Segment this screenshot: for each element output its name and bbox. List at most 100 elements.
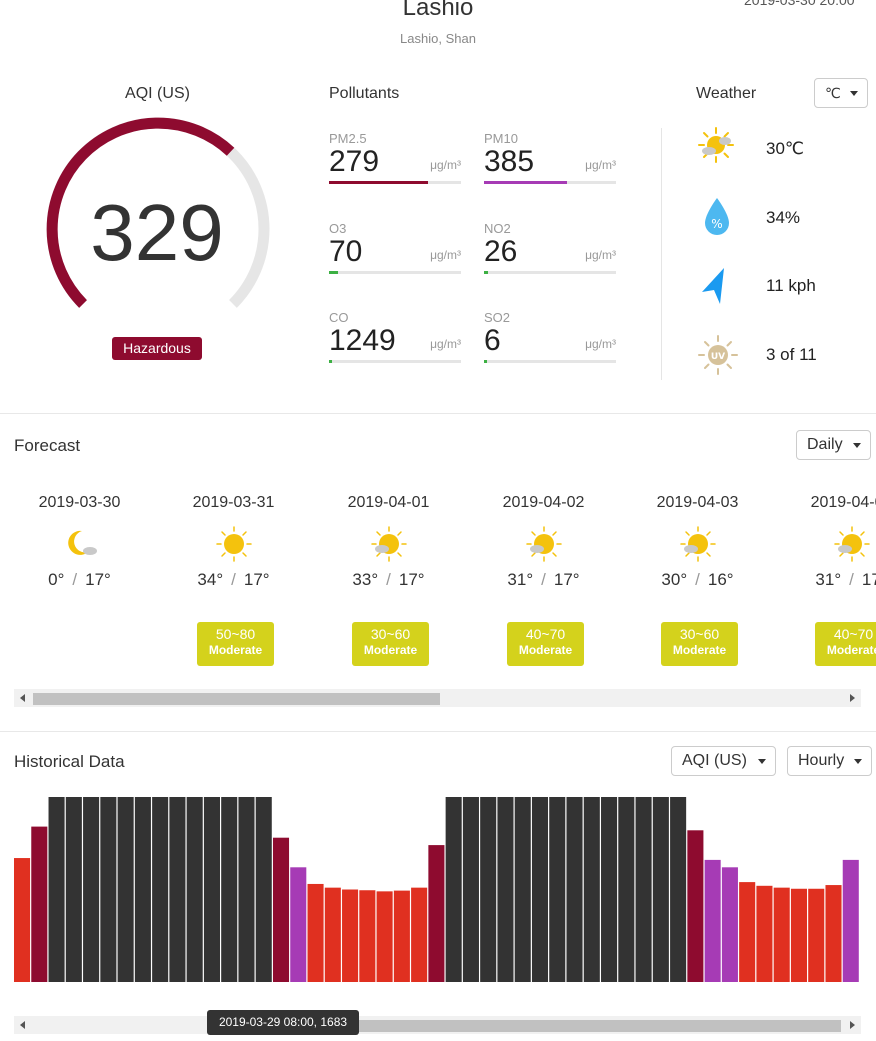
pollutant-value: 6 (484, 324, 501, 357)
pollutant-name: NO2 (484, 221, 511, 236)
forecast-scroll-thumb[interactable] (33, 693, 440, 705)
wind-direction-icon (702, 268, 724, 304)
chart-bar[interactable] (65, 797, 82, 982)
forecast-date: 2019-03-30 (38, 494, 121, 511)
pollutant-pm10: PM10 385 μg/m³ (484, 131, 616, 184)
partly-sunny-icon (370, 526, 407, 562)
chart-bar[interactable] (393, 890, 410, 982)
chart-bar[interactable] (497, 797, 514, 982)
forecast-high: 17° (398, 570, 425, 589)
chart-bar[interactable] (687, 830, 704, 982)
pollutant-bar-fill (329, 181, 428, 184)
forecast-temps: 33° / 17° (311, 570, 466, 590)
region-subtitle: Lashio, Shan (400, 31, 476, 46)
city-title: Lashio (402, 0, 474, 21)
forecast-temps: 0° / 17° (2, 570, 157, 590)
chart-bar[interactable] (169, 797, 186, 982)
chart-bar[interactable] (255, 797, 272, 982)
chart-bar[interactable] (428, 845, 445, 982)
chart-bar[interactable] (480, 797, 497, 982)
chart-bar[interactable] (808, 888, 825, 982)
chart-bar[interactable] (272, 837, 290, 982)
pollutant-bar-track (484, 271, 616, 274)
chart-bar[interactable] (514, 797, 531, 982)
chevron-down-icon (854, 759, 862, 764)
chart-bar[interactable] (739, 882, 756, 982)
chart-bar[interactable] (652, 797, 669, 982)
pollutant-name: SO2 (484, 310, 511, 325)
chart-bar[interactable] (601, 797, 618, 982)
pollutant-bar-fill (484, 181, 568, 184)
pollutant-name: PM2.5 (329, 131, 367, 146)
temp-separator: / (231, 570, 236, 589)
chart-bar[interactable] (445, 797, 462, 982)
moon-cloud-icon (67, 530, 97, 555)
pollutant-unit: μg/m³ (430, 248, 461, 262)
forecast-scrollbar[interactable] (14, 689, 861, 707)
chart-bar[interactable] (618, 797, 635, 982)
pollutant-unit: μg/m³ (585, 158, 616, 172)
chart-bar[interactable] (324, 887, 341, 982)
weather-label: Weather (696, 85, 757, 102)
chart-bar[interactable] (152, 797, 169, 982)
forecast-day: 2019-04-02 31° / 17° 40~70 Moderate (466, 494, 621, 666)
chart-bar[interactable] (186, 797, 203, 982)
chart-bar[interactable] (342, 889, 359, 983)
chart-bar[interactable] (134, 797, 151, 982)
historical-scroll-thumb[interactable] (354, 1020, 841, 1032)
partly-sunny-icon (525, 526, 562, 562)
chart-bar[interactable] (238, 797, 255, 982)
svg-text:%: % (711, 217, 722, 231)
chart-bar[interactable] (307, 883, 324, 982)
forecast-aqi-range: 50~80 (215, 626, 256, 642)
historical-bar-chart[interactable] (14, 797, 860, 982)
chart-bar[interactable] (825, 885, 842, 982)
chart-bar[interactable] (704, 859, 721, 982)
pollutant-bar-track (329, 360, 461, 363)
weather-humidity: 34% (766, 208, 801, 227)
historical-scrollbar[interactable] (14, 1016, 861, 1034)
temperature-unit-select[interactable]: ℃ (814, 78, 868, 108)
forecast-date: 2019-04-01 (347, 494, 430, 511)
chart-bar[interactable] (670, 797, 687, 982)
chart-bar[interactable] (203, 797, 220, 982)
chart-bar[interactable] (31, 826, 48, 982)
historical-metric-select[interactable]: AQI (US) (671, 746, 776, 776)
partly-sunny-icon (833, 526, 870, 562)
forecast-aqi-badge: 30~60 Moderate (661, 622, 738, 666)
chart-bar[interactable] (411, 887, 428, 982)
chart-bar[interactable] (359, 890, 376, 982)
chart-bar[interactable] (721, 867, 738, 982)
chart-bar[interactable] (635, 797, 652, 982)
chart-bar[interactable] (100, 797, 117, 982)
chart-bar[interactable] (221, 797, 238, 982)
chart-bar[interactable] (583, 797, 600, 982)
chart-bar[interactable] (531, 797, 549, 982)
forecast-low: 30° (661, 570, 688, 589)
chart-bar[interactable] (566, 797, 583, 982)
historical-mode-select[interactable]: Hourly (787, 746, 872, 776)
chart-bar[interactable] (83, 797, 100, 982)
chart-bar[interactable] (290, 867, 307, 982)
scroll-right-arrow-icon[interactable] (850, 1021, 855, 1029)
scroll-left-arrow-icon[interactable] (20, 694, 25, 702)
chart-bar[interactable] (756, 885, 773, 982)
chart-bar[interactable] (48, 797, 65, 982)
pollutant-no2: NO2 26 μg/m³ (484, 221, 616, 274)
forecast-aqi-badge: 30~60 Moderate (352, 622, 429, 666)
chart-bar[interactable] (842, 859, 859, 982)
scroll-right-arrow-icon[interactable] (850, 694, 855, 702)
scroll-left-arrow-icon[interactable] (20, 1021, 25, 1029)
temperature-unit-value: ℃ (825, 85, 841, 101)
chart-bar[interactable] (14, 858, 31, 982)
chart-bar[interactable] (117, 797, 134, 982)
chart-bar[interactable] (773, 887, 790, 982)
chart-bar[interactable] (462, 797, 479, 982)
pollutant-value: 26 (484, 235, 518, 268)
chart-bar[interactable] (376, 891, 393, 982)
chart-bar[interactable] (790, 888, 808, 982)
chart-bar[interactable] (549, 797, 566, 982)
aqi-gauge (46, 117, 270, 308)
forecast-mode-select[interactable]: Daily (796, 430, 871, 460)
